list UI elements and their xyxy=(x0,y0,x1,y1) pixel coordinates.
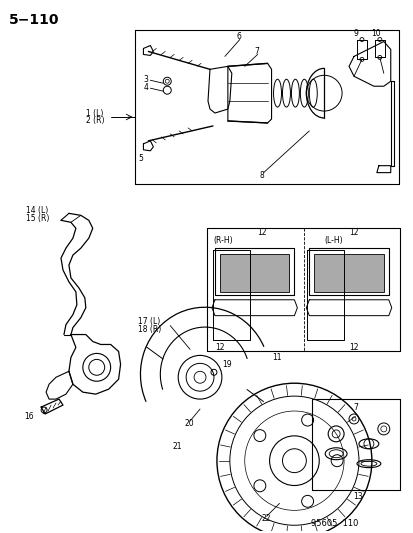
Bar xyxy=(313,254,383,292)
Text: 17 (L): 17 (L) xyxy=(138,317,160,326)
Text: 10: 10 xyxy=(370,29,380,38)
Text: 95605  110: 95605 110 xyxy=(311,519,358,528)
Text: 8: 8 xyxy=(259,171,264,180)
Text: (L-H): (L-H) xyxy=(323,236,342,245)
Text: 16: 16 xyxy=(24,413,34,422)
Text: 22: 22 xyxy=(261,514,271,523)
Text: 2 (R): 2 (R) xyxy=(85,117,104,125)
Text: (R-H): (R-H) xyxy=(212,236,232,245)
Text: 3: 3 xyxy=(143,75,148,84)
Text: 1 (L): 1 (L) xyxy=(85,109,103,118)
Text: 7: 7 xyxy=(352,402,357,411)
Text: 19: 19 xyxy=(221,360,231,369)
Text: 4: 4 xyxy=(143,83,148,92)
Bar xyxy=(219,254,289,292)
Text: 12: 12 xyxy=(214,343,224,352)
Text: 11: 11 xyxy=(272,353,281,362)
Text: 12: 12 xyxy=(257,228,266,237)
Text: 12: 12 xyxy=(348,343,358,352)
Text: 21: 21 xyxy=(172,442,181,451)
Text: 6: 6 xyxy=(236,32,241,41)
Text: 20: 20 xyxy=(184,419,193,429)
Text: 9: 9 xyxy=(352,29,357,38)
Text: 5−110: 5−110 xyxy=(9,13,60,27)
Text: 5: 5 xyxy=(138,154,143,163)
Text: 7: 7 xyxy=(254,47,259,56)
Text: 18 (R): 18 (R) xyxy=(138,325,161,334)
Text: 13: 13 xyxy=(352,492,362,501)
Text: 15 (R): 15 (R) xyxy=(26,214,50,223)
Text: 14 (L): 14 (L) xyxy=(26,206,48,215)
Text: 12: 12 xyxy=(348,228,358,237)
